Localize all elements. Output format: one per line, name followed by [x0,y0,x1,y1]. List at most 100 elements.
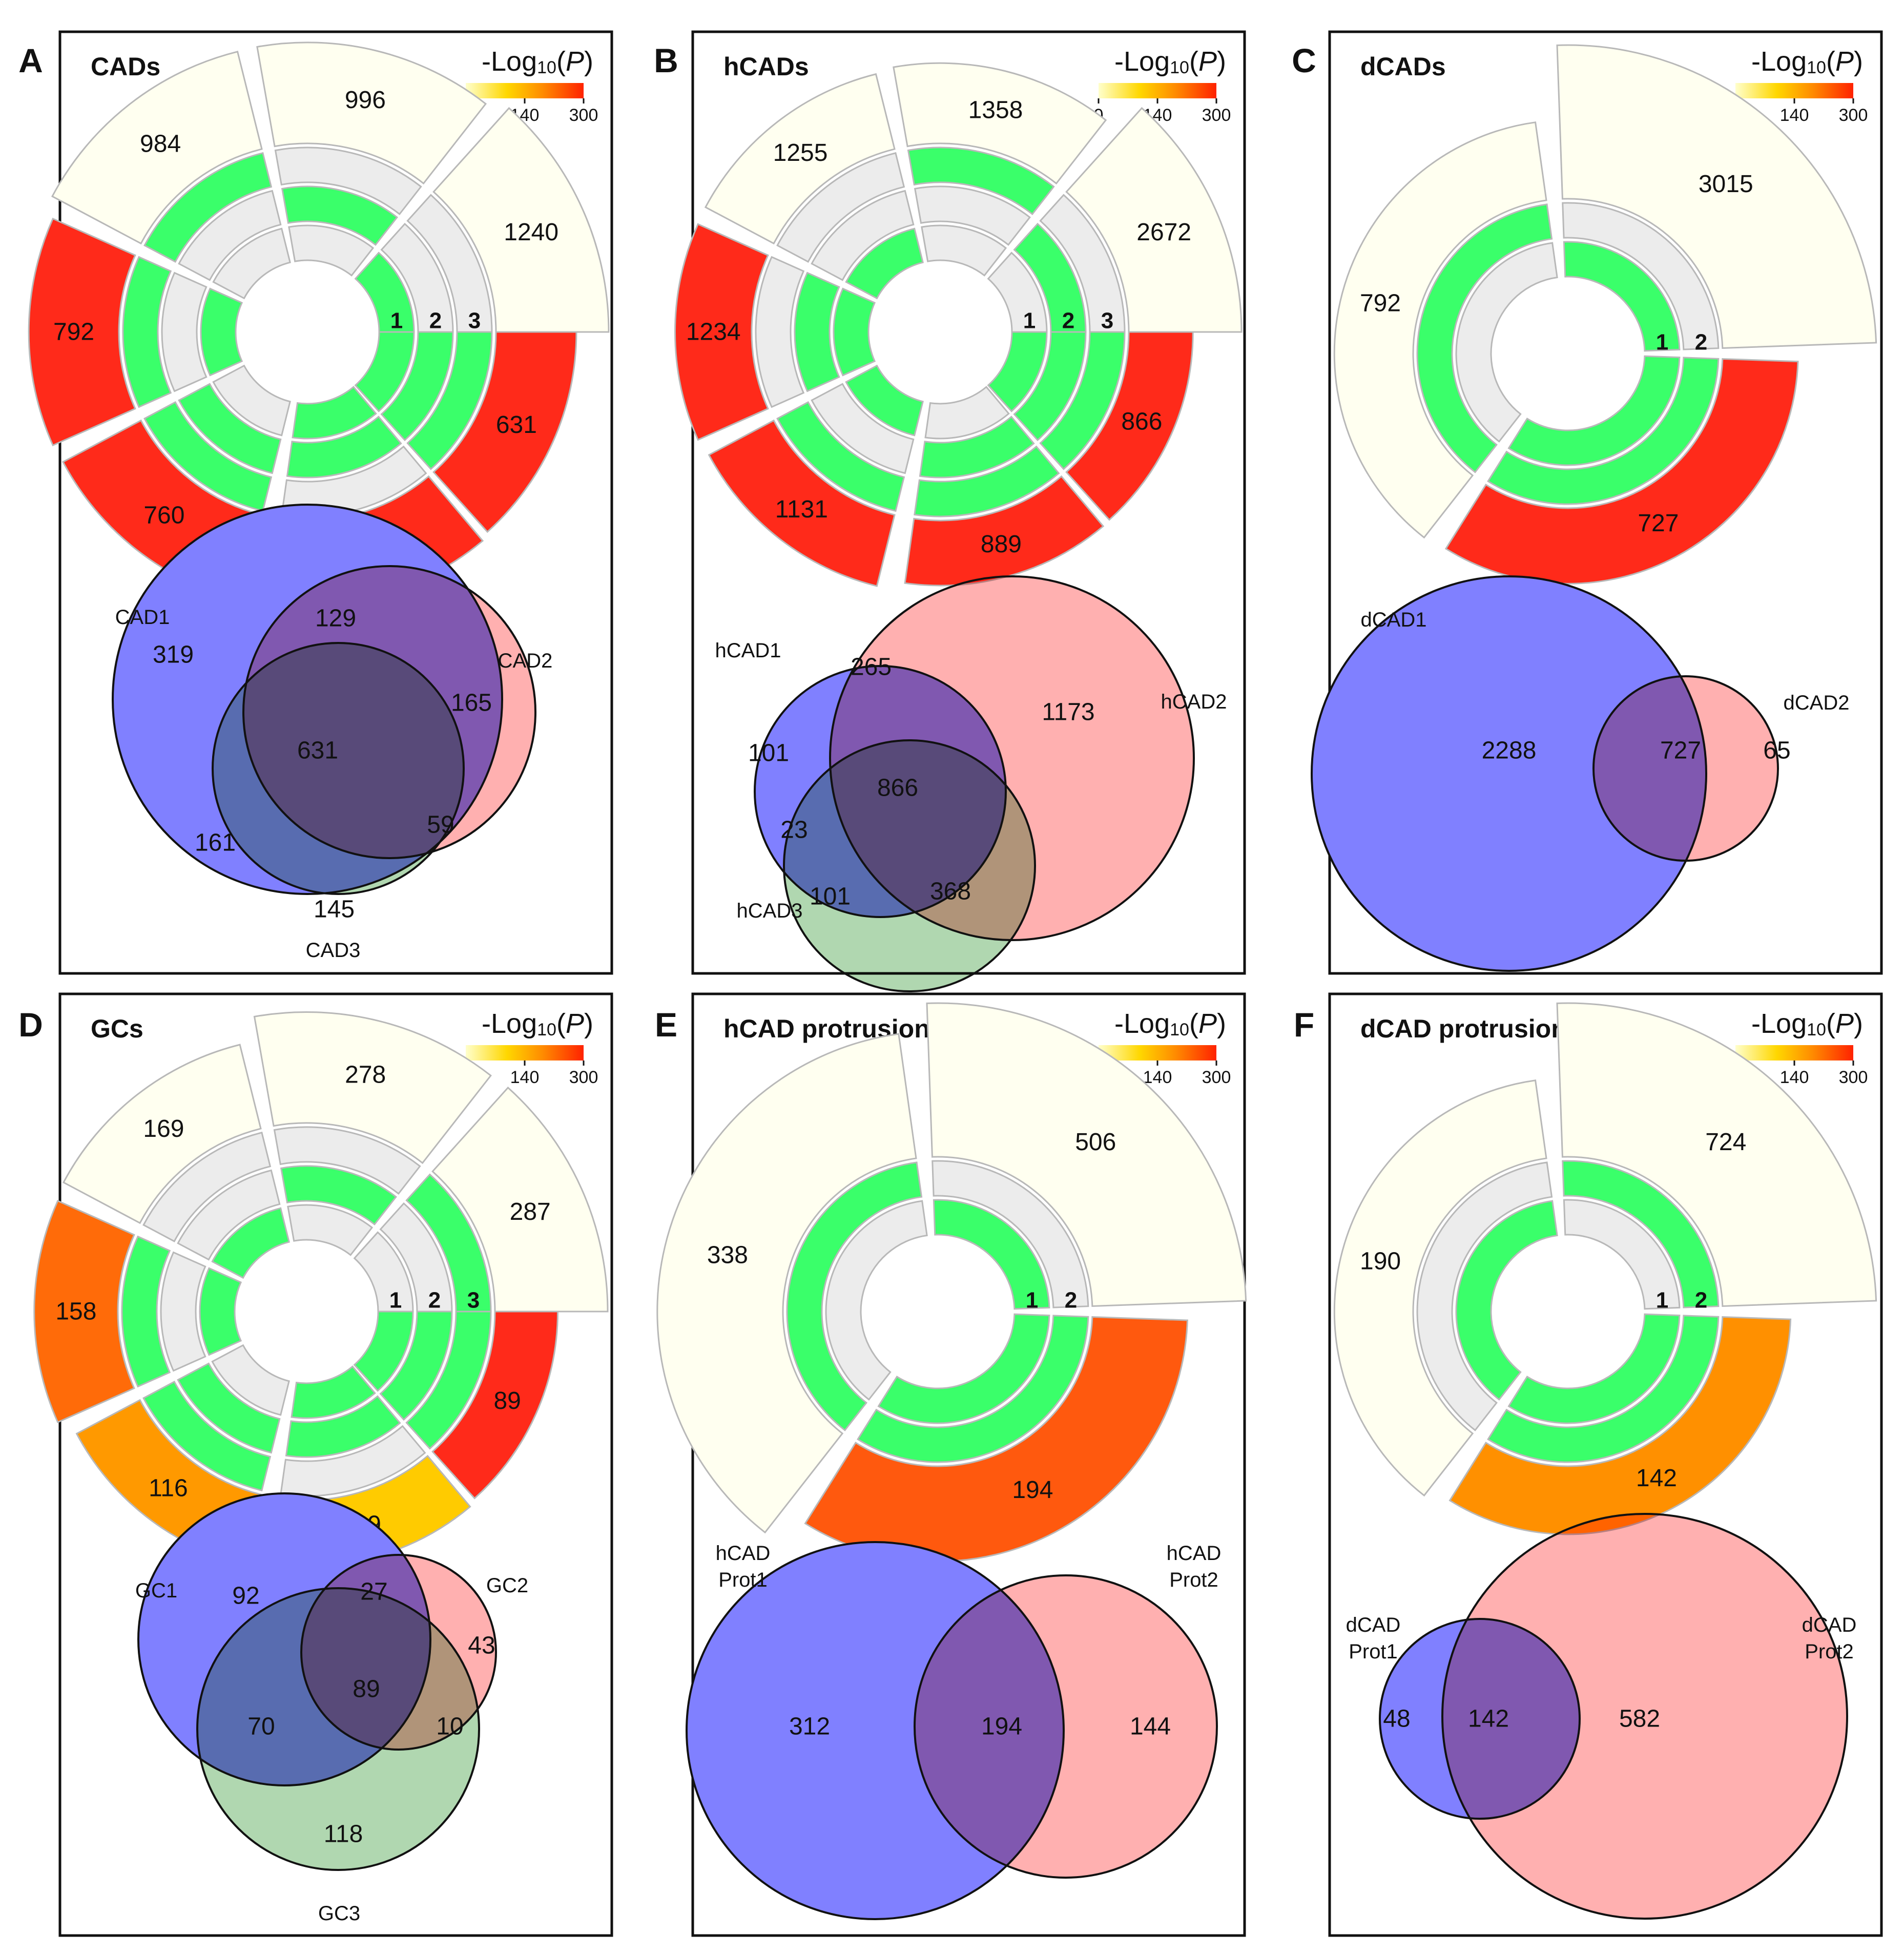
sector-bar [893,62,1107,185]
ring-cell [1013,222,1087,333]
legend-title-close: ) [584,1008,593,1039]
ring-cell [142,1381,272,1492]
ring-label-1: 1 [389,1288,402,1313]
venn-outline-2 [1441,1513,1848,1920]
venn-region-1-2: 194 [981,1713,1022,1740]
ring-cell [1562,1160,1720,1308]
legend-title-prefix: -Log [482,46,537,77]
ring-cell [285,1395,401,1458]
panel-frame [58,30,613,975]
panel-title: hCAD protrusions [723,1014,944,1043]
venn-set-label: hCAD Prot1 [716,1542,771,1591]
sector-value: 1255 [773,139,828,167]
ring-cell [211,1344,290,1416]
ring-cell [160,1251,206,1372]
ring-cell [161,272,208,392]
sector-bar [704,73,896,245]
venn-region-2-3: 368 [930,878,971,905]
venn-set-label-line: dCAD [1346,1614,1401,1636]
venn-set-label: CAD2 [498,650,553,672]
sector-1: 287 [353,1086,609,1313]
ring-cell [1455,242,1558,443]
sector-4: 158 [33,1199,242,1424]
panel-title: GCs [91,1014,143,1043]
ring-label-2: 2 [1062,308,1074,334]
venn-region-1-2: 727 [1660,737,1701,764]
venn-region-2-3: 10 [436,1713,463,1740]
ring-label-2: 2 [1065,1288,1077,1313]
ring-cell [273,1126,421,1195]
ring-cell [354,252,415,333]
legend-colorbar [1735,83,1853,98]
ring-cell [280,1165,397,1225]
venn-region-only-3: 145 [314,896,355,923]
panel-title: hCADs [723,52,809,81]
legend-title-var: P [1198,46,1217,77]
legend-colorbar [466,1045,584,1060]
legend-title-var: P [1198,1008,1217,1039]
legend-title-sub: 10 [537,58,556,77]
panel-c: CdCADs-Log10(P)0140300301579272712dCAD1d… [1292,30,1883,975]
venn-set-label: CAD3 [306,939,361,962]
venn-outline-3 [212,642,465,895]
ring-cell [212,364,291,436]
sector-value: 116 [149,1475,188,1502]
sector-value: 2672 [1136,219,1191,246]
sector-bar [674,223,769,441]
venn-set-label: dCAD Prot2 [1802,1614,1857,1663]
venn-region-2-3: 59 [427,812,454,839]
sector-bar [1444,358,1799,585]
venn-outline-1 [112,504,503,895]
ring-cell [987,331,1048,412]
legend-title-var: P [1835,1008,1854,1039]
ring-label-2: 2 [429,308,442,334]
venn-diagram: dCAD1 dCAD2 2288 727 65 [1311,575,1850,972]
venn-region-only-2: 65 [1763,737,1790,764]
ring-cell [786,1161,923,1431]
legend-title: -Log10(P) [1114,46,1226,77]
legend-title-sub: 10 [537,1020,556,1039]
sector-bar [62,1044,262,1224]
ring-cell [1487,357,1720,505]
venn-region-only-1: 101 [748,740,789,767]
sector-bar [33,1199,135,1424]
ring-cell [845,227,924,300]
ring-cell [1562,202,1720,350]
ring-cell [406,194,493,333]
ring-cell [1013,331,1087,442]
legend-title-close: ) [1854,46,1863,77]
legend-title-prefix: -Log [1751,1008,1807,1039]
legend-tick-label: 300 [1839,1068,1868,1087]
venn-region-only-2: 582 [1619,1706,1660,1733]
ring-cell [405,1311,492,1450]
venn-diagram: CAD1 CAD2 CAD3 319 129 165 631 161 59 145 [112,504,553,962]
venn-set-label-line: Prot1 [1349,1640,1398,1663]
venn-circle-2 [915,1575,1217,1878]
sector-value: 792 [1360,289,1401,317]
legend-tick-label: 140 [1780,106,1809,125]
sector-value: 631 [496,411,537,439]
venn-set-label: dCAD2 [1784,692,1850,714]
sector-value: 724 [1705,1129,1746,1156]
ring-label-1: 1 [1656,330,1668,355]
legend-title-open: ( [1826,46,1835,77]
ring-cell [1455,1200,1558,1401]
legend: -Log10(P)0140300 [1094,1008,1231,1087]
sector-1: 1240 [354,107,610,333]
ring-cell [380,331,454,442]
sector-bar [256,41,487,185]
sector-value: 792 [53,319,94,346]
venn-diagram: dCAD Prot1 dCAD Prot2 48 142 582 [1346,1513,1857,1920]
sector-5: 1131 [708,364,924,587]
panel-letter: D [18,1006,43,1044]
panel-frame [58,992,613,1937]
sector-3: 142 [1448,1313,1792,1535]
venn-set-label-line: Prot2 [1805,1640,1854,1663]
venn-set-label: hCAD Prot2 [1167,1542,1222,1591]
panel-letter: C [1292,41,1316,79]
ring-cell [845,364,924,436]
ring-cell [1507,355,1681,466]
ring-label-1: 1 [1026,1288,1038,1313]
ring-label-3: 3 [468,308,481,334]
